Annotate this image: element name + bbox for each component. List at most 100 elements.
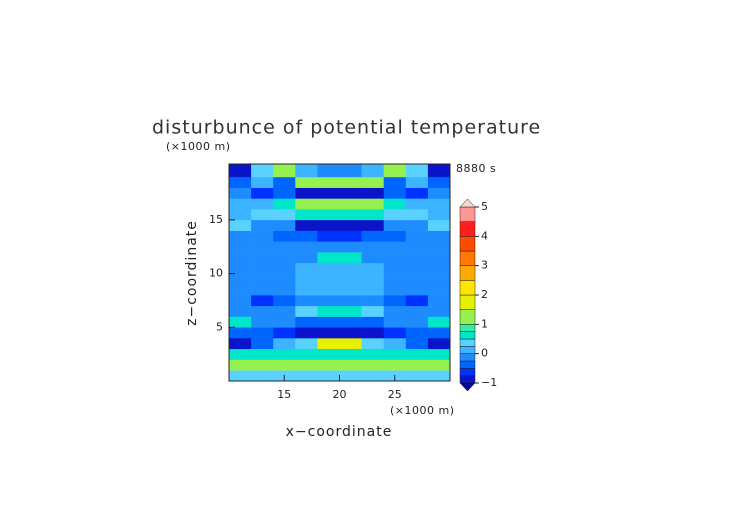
contour-cell [427, 338, 451, 350]
contour-cell [405, 219, 429, 231]
contour-cell [361, 198, 384, 210]
contour-cell [405, 370, 429, 382]
contour-cell [383, 284, 407, 296]
x-tick-label: 15 [277, 388, 291, 401]
contour-cell [251, 338, 274, 350]
contour-cell [405, 305, 429, 317]
colorbar-box [459, 346, 476, 354]
colorbar-box [459, 338, 476, 347]
contour-cell [317, 359, 340, 371]
contour-cell [339, 370, 362, 382]
colorbar-tick-label: 0 [481, 347, 488, 360]
contour-cell [427, 262, 451, 274]
contour-cell [273, 305, 296, 317]
contour-cell [295, 198, 318, 210]
contour-cell [273, 348, 296, 360]
contour-cell [339, 230, 362, 242]
contour-cell [339, 176, 362, 188]
y-tick-label: 10 [209, 267, 223, 280]
contour-cell [383, 219, 407, 231]
contour-cell [295, 316, 318, 328]
contour-cell [317, 348, 340, 360]
time-label: 8880 s [456, 162, 496, 175]
colorbar-box [459, 280, 476, 296]
contour-cell [339, 187, 362, 199]
contour-cell [405, 252, 429, 264]
contour-cell [427, 219, 451, 231]
contour-cell [229, 176, 252, 188]
contour-cell [383, 295, 407, 307]
contour-cell [251, 252, 274, 264]
contour-cell [361, 338, 384, 350]
contour-cell [229, 273, 252, 285]
contour-cell [273, 164, 296, 178]
contour-cell [317, 273, 340, 285]
contour-cell [383, 252, 407, 264]
contour-cell [295, 348, 318, 360]
colorbar-box [459, 250, 476, 266]
contour-cell [273, 187, 296, 199]
contour-cell [427, 230, 451, 242]
contour-cell [273, 327, 296, 339]
contour-cell [273, 198, 296, 210]
contour-cell [317, 327, 340, 339]
contour-cell [383, 305, 407, 317]
contour-cell [361, 327, 384, 339]
contour-cell [251, 284, 274, 296]
contour-cell [361, 187, 384, 199]
y-unit: (×1000 m) [166, 140, 231, 153]
contour-cell [427, 176, 451, 188]
contour-cell [427, 164, 451, 178]
contour-cell [295, 262, 318, 274]
contour-cell [273, 316, 296, 328]
contour-cell [317, 338, 340, 350]
contour-cell [405, 164, 429, 178]
contour-cell [295, 209, 318, 221]
colorbar-box [459, 331, 476, 340]
contour-cell [317, 241, 340, 253]
contour-cell [317, 252, 340, 264]
contour-cell [273, 273, 296, 285]
contour-cell [229, 198, 252, 210]
contour-cell [339, 262, 362, 274]
contour-cell [317, 284, 340, 296]
contour-cell [251, 316, 274, 328]
contour-cell [339, 359, 362, 371]
colorbar-box [459, 353, 476, 362]
contour-cell [339, 198, 362, 210]
contour-cell [317, 219, 340, 231]
contour-cell [251, 295, 274, 307]
contour-cell [317, 209, 340, 221]
contour-cell [273, 284, 296, 296]
contour-cell [273, 230, 296, 242]
contour-cell [383, 348, 407, 360]
contour-cell [427, 295, 451, 307]
contour-cell [295, 241, 318, 253]
colorbar-box [459, 309, 476, 325]
contour-cell [251, 164, 274, 178]
contour-cell [295, 187, 318, 199]
y-tick-label: 5 [216, 320, 223, 333]
contour-cell [251, 370, 274, 382]
contour-cell [251, 305, 274, 317]
contour-cell [317, 370, 340, 382]
contour-cell [405, 241, 429, 253]
chart-title: disturbunce of potential temperature [152, 117, 541, 139]
contour-cell [317, 198, 340, 210]
contour-cell [317, 187, 340, 199]
contour-cell [317, 305, 340, 317]
colorbar-box [459, 221, 476, 237]
contour-cell [405, 198, 429, 210]
contour-cell [339, 295, 362, 307]
contour-cell [229, 305, 252, 317]
contour-cell [405, 187, 429, 199]
contour-cell [427, 370, 451, 382]
colorbar-tick-label: −1 [481, 376, 497, 389]
contour-cell [251, 219, 274, 231]
contour-cell [273, 262, 296, 274]
contour-cell [295, 327, 318, 339]
contour-cell [317, 164, 340, 178]
contour-cell [361, 262, 384, 274]
contour-cell [405, 176, 429, 188]
contour-cell [295, 252, 318, 264]
